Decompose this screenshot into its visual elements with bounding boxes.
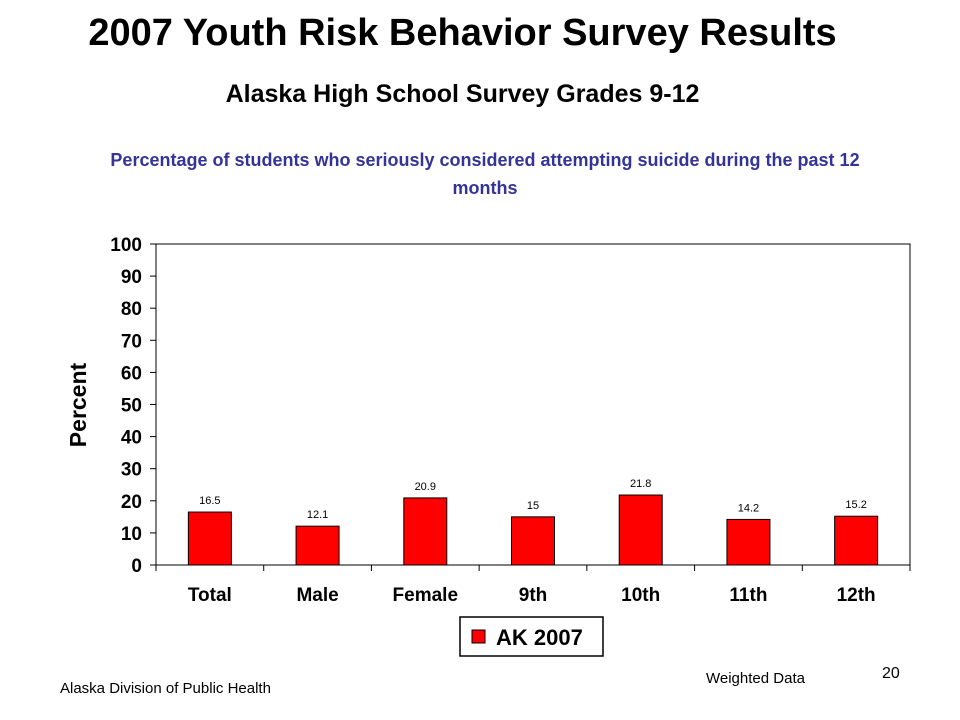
y-tick-label: 40: [121, 428, 142, 449]
y-tick-label: 50: [121, 396, 142, 417]
bar-value-label: 20.9: [415, 481, 436, 493]
bar-value-label: 15: [527, 500, 539, 512]
footer-organization: Alaska Division of Public Health: [60, 680, 271, 697]
bar: [187, 511, 232, 566]
x-tick-label: 11th: [729, 585, 767, 606]
bar-value-label: 14.2: [738, 502, 759, 514]
bar: [726, 518, 771, 566]
bar-value-label: 15.2: [845, 499, 866, 511]
y-tick-label: 0: [131, 556, 142, 577]
y-tick-label: 70: [121, 331, 142, 352]
y-tick-label: 80: [121, 299, 142, 320]
chart-title: Percentage of students who seriously con…: [110, 150, 860, 198]
y-tick-label: 10: [121, 524, 142, 545]
x-tick-label: Total: [188, 585, 232, 606]
footer-weighted-note: Weighted Data: [706, 670, 805, 687]
y-tick-label: 100: [110, 235, 142, 256]
x-tick-label: 9th: [519, 585, 548, 606]
y-tick-label: 60: [121, 363, 142, 384]
bar: [618, 494, 663, 566]
x-tick-label: Male: [296, 585, 338, 606]
x-tick-label: 10th: [621, 585, 660, 606]
bar: [511, 516, 555, 566]
bar-value-label: 16.5: [199, 495, 220, 507]
slide-number: 20: [882, 665, 900, 682]
y-tick-label: 90: [121, 267, 142, 288]
slide-subtitle: Alaska High School Survey Grades 9-12: [225, 80, 700, 108]
y-tick-label: 20: [121, 492, 142, 513]
bar: [403, 497, 448, 566]
bar-value-label: 21.8: [630, 478, 651, 490]
bar: [834, 515, 879, 566]
y-axis-label: Percent: [65, 362, 91, 447]
y-tick-label: 30: [121, 460, 142, 481]
x-tick-label: 12th: [837, 585, 876, 606]
slide-title: 2007 Youth Risk Behavior Survey Results: [88, 12, 837, 54]
x-tick-label: Female: [393, 585, 458, 606]
legend-label: AK 2007: [496, 625, 583, 650]
legend-swatch: [471, 629, 486, 644]
bar-value-label: 12.1: [307, 509, 328, 521]
bar: [295, 525, 340, 566]
